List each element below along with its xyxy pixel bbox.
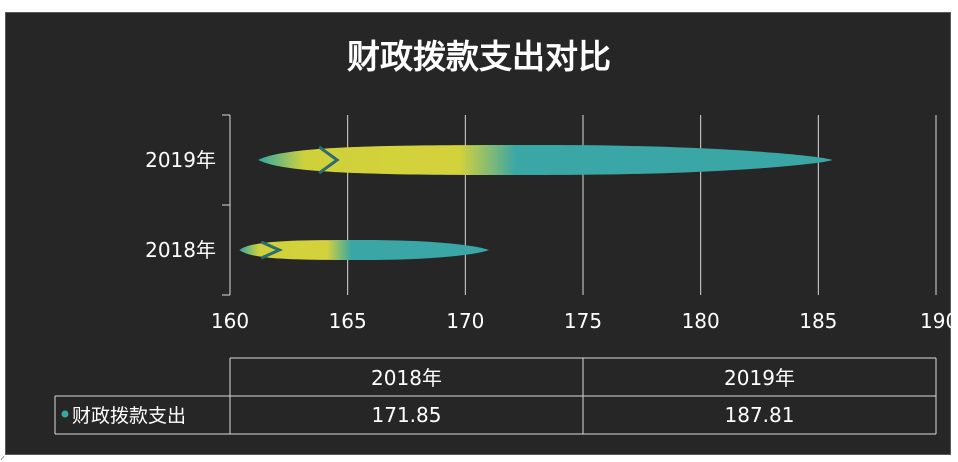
x-tick-160: 160 [211,309,249,333]
table-row-label: 财政拨款支出 [72,405,186,427]
chart-title: 财政拨款支出对比 [347,37,611,76]
x-tick-175: 175 [564,309,602,333]
category-label-2018年: 2018年 [145,238,216,262]
x-tick-170: 170 [446,309,484,333]
chart-frame [5,12,951,455]
table-value-2018年: 171.85 [372,403,442,427]
bar-2019年 [258,145,833,175]
x-tick-190: 190 [920,309,958,333]
x-tick-165: 165 [329,309,367,333]
legend-key-icon [61,410,69,418]
bar-chevron-2019年 [318,145,340,175]
corner-mark: ⸝ [0,451,5,462]
x-tick-185: 185 [799,309,837,333]
category-label-2019年: 2019年 [145,148,216,172]
bar-chevron-2018年 [260,240,284,260]
table-value-2019年: 187.81 [725,403,795,427]
grid-lines [347,115,937,295]
x-tick-labels: 160 165 170 175 180 185 190 [211,309,958,333]
table-header-2019年: 2019年 [724,366,795,390]
table-header-2018年: 2018年 [371,366,442,390]
bars [239,145,833,260]
x-tick-180: 180 [682,309,720,333]
bar-2018年 [239,240,489,260]
category-labels: 2018年 2019年 [145,148,216,262]
category-axis [222,114,231,296]
